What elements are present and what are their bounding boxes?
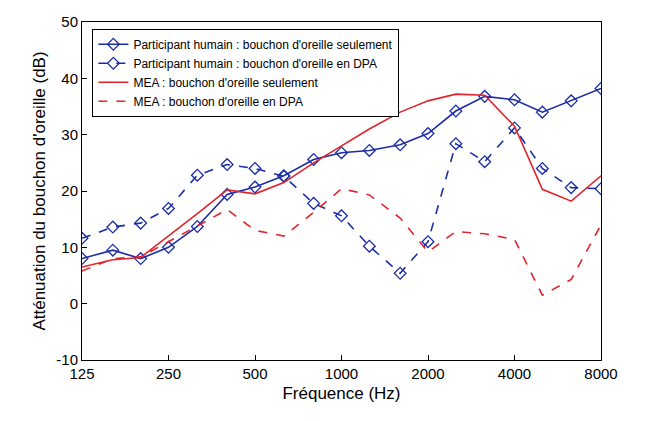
- svg-text:2000: 2000: [411, 365, 444, 382]
- svg-text:Participant humain : bouchon d: Participant humain : bouchon d'oreille s…: [133, 38, 392, 52]
- svg-text:10: 10: [61, 239, 78, 256]
- svg-text:MEA : bouchon d'oreille en DPA: MEA : bouchon d'oreille en DPA: [133, 95, 303, 109]
- svg-text:4000: 4000: [498, 365, 531, 382]
- svg-text:Fréquence (Hz): Fréquence (Hz): [282, 384, 400, 403]
- svg-text:1000: 1000: [325, 365, 358, 382]
- svg-text:125: 125: [69, 365, 94, 382]
- svg-text:Atténuation du bouchon d'oreil: Atténuation du bouchon d'oreille (dB): [30, 51, 49, 330]
- svg-text:20: 20: [61, 182, 78, 199]
- svg-text:50: 50: [61, 13, 78, 30]
- svg-text:500: 500: [242, 365, 267, 382]
- svg-text:0: 0: [70, 295, 78, 312]
- svg-text:Participant humain : bouchon d: Participant humain : bouchon d'oreille e…: [133, 57, 377, 71]
- svg-text:-10: -10: [56, 351, 78, 368]
- svg-text:30: 30: [61, 126, 78, 143]
- svg-text:250: 250: [156, 365, 181, 382]
- svg-text:40: 40: [61, 70, 78, 87]
- svg-text:8000: 8000: [584, 365, 617, 382]
- svg-text:MEA : bouchon d'oreille seulem: MEA : bouchon d'oreille seulement: [133, 76, 318, 90]
